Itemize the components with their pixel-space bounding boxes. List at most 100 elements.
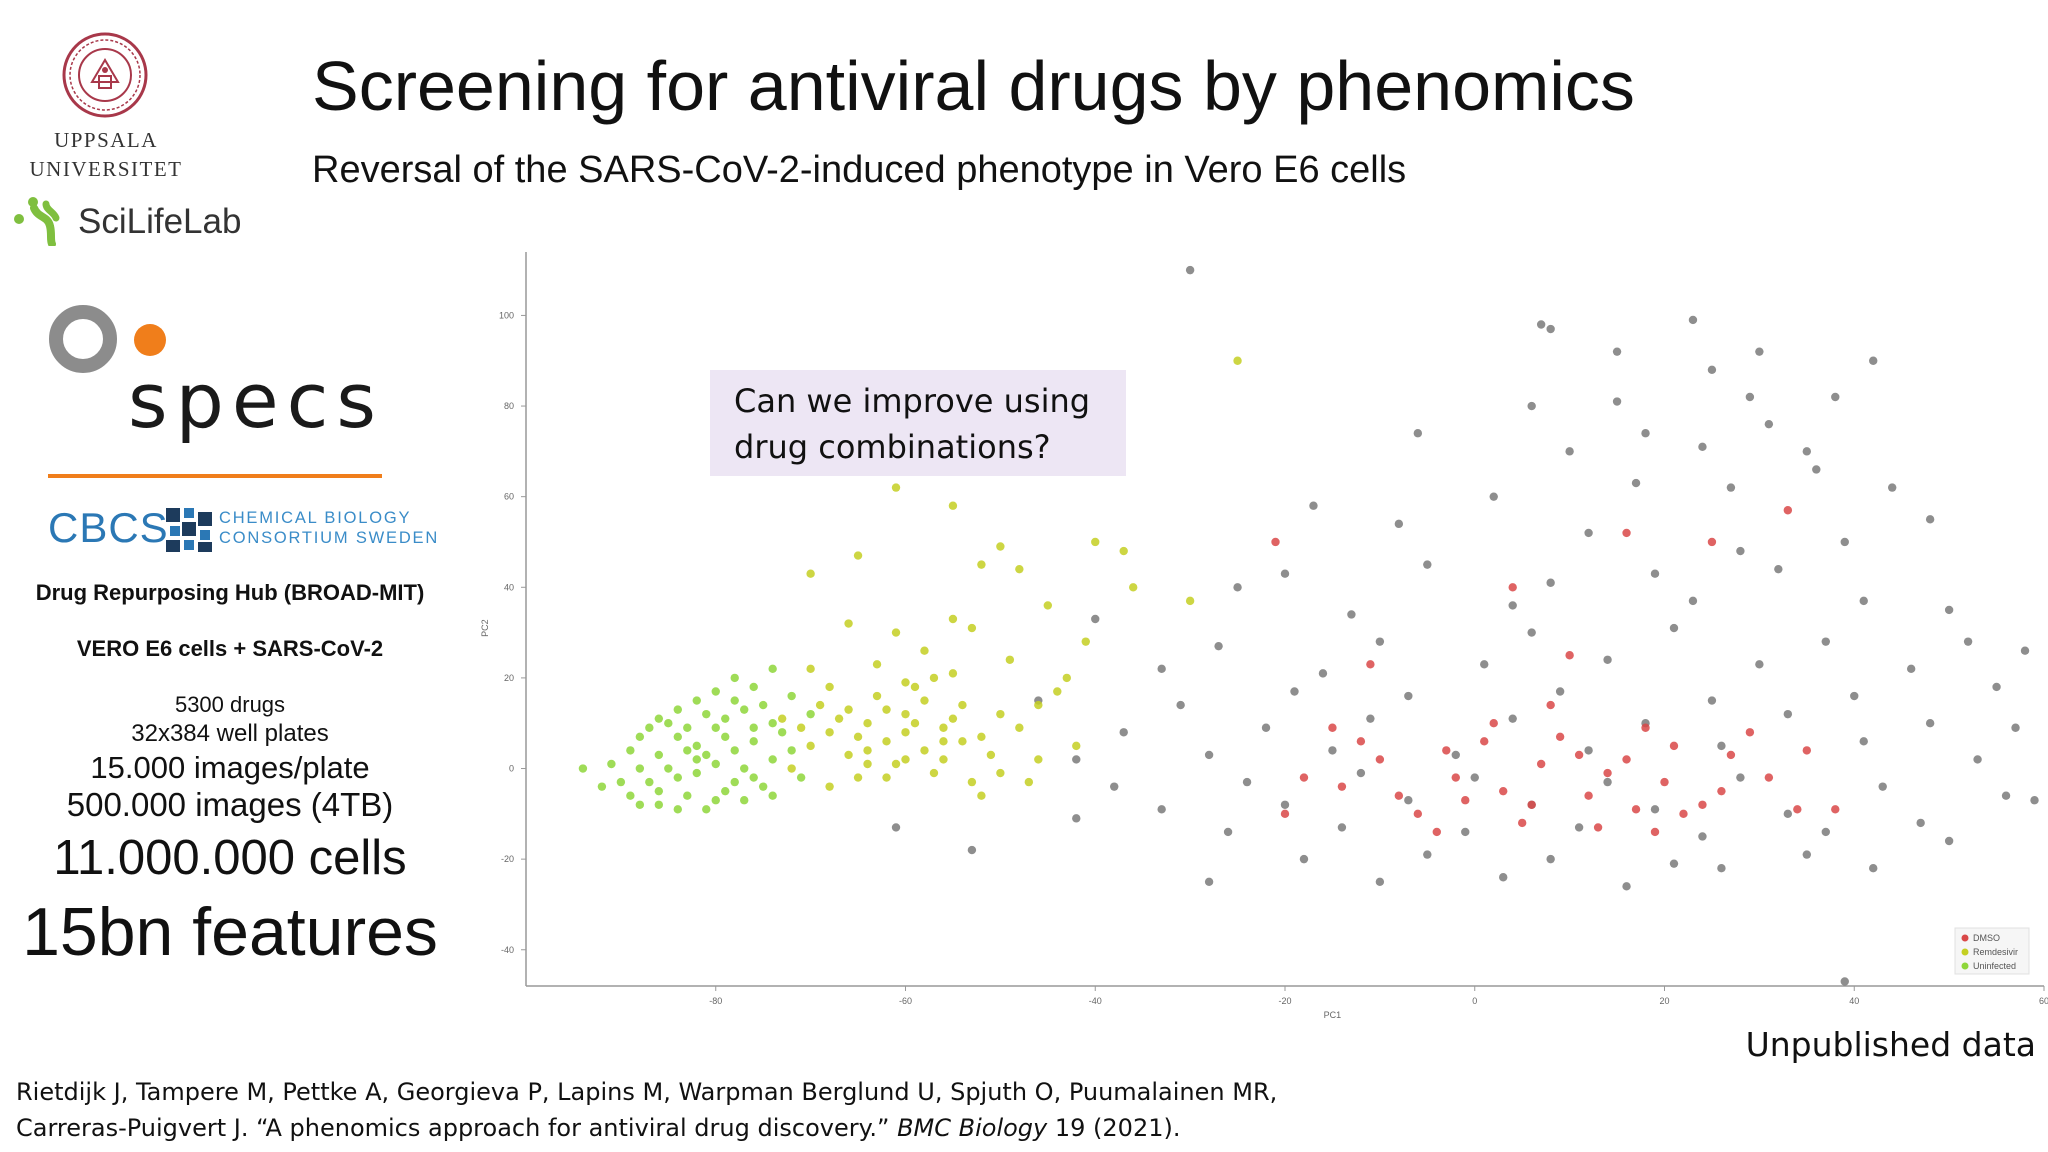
data-point [1233,583,1242,592]
data-point [1347,610,1356,619]
data-point [1280,800,1290,809]
data-point [1508,583,1517,592]
data-point [721,732,730,742]
data-point [1802,746,1812,755]
data-point [1698,800,1707,809]
data-point [1878,782,1887,791]
data-point [1565,651,1574,660]
y-tick-label: 40 [504,582,514,592]
data-point [1185,596,1195,606]
y-tick-label: -40 [501,945,514,955]
slide-subtitle: Reversal of the SARS-CoV-2-induced pheno… [312,149,1407,191]
data-point [2011,723,2020,732]
data-point [891,483,901,492]
data-point [1821,827,1830,837]
data-point [977,560,986,569]
data-point [1214,641,1223,651]
scilifelab-mark-icon [14,197,60,246]
y-tick-label: 100 [499,310,514,320]
data-point [825,682,834,692]
data-point [692,696,701,705]
data-point [1831,805,1840,814]
data-point [635,732,645,742]
data-point [939,737,948,746]
data-point [749,773,758,782]
data-point [758,700,768,710]
series-unlabeled-compounds [891,265,2039,986]
data-point [1366,714,1375,723]
data-point [1299,854,1309,864]
data-point [2020,646,2030,655]
series-uninfected [578,664,815,814]
specs-ring-icon [49,305,117,373]
citation: Rietdijk J, Tampere M, Pettke A, Georgie… [16,1074,1277,1146]
data-point [1555,732,1565,742]
data-point [768,719,777,728]
data-point [910,719,920,728]
data-point [1755,347,1764,356]
data-point [758,782,768,791]
data-point [948,614,958,624]
data-point [1736,546,1745,556]
cbcs-subtitle: CHEMICAL BIOLOGY CONSORTIUM SWEDEN [219,508,439,548]
data-point [1517,818,1527,828]
data-point [1527,401,1536,411]
data-point [1593,823,1603,832]
legend-marker [1961,948,1969,956]
data-point [1698,442,1707,452]
data-point [1764,419,1774,429]
data-point [1328,746,1337,755]
data-point [683,746,692,755]
data-point [901,709,910,719]
data-point [1337,823,1347,832]
data-point [806,741,815,751]
data-point [882,705,891,714]
cbcs-wordmark: CBCS [48,504,169,551]
chart-legend: DMSO Remdesivir Uninfected [1954,927,2030,975]
data-point [1802,850,1812,859]
data-point [1821,637,1830,646]
data-point [977,732,986,742]
data-point [1015,723,1024,732]
data-point [1119,546,1128,556]
data-point [1717,741,1726,751]
data-point [1755,660,1764,669]
uppsala-line1: UPPSALA [54,128,158,152]
data-point [645,723,654,732]
y-tick-label: -20 [501,854,514,864]
data-point [1612,347,1622,356]
x-tick-label: 0 [1472,996,1477,1006]
data-point [1185,265,1195,275]
data-point [1850,691,1859,701]
data-point [853,773,863,782]
data-point [730,746,739,755]
data-point [1489,719,1498,728]
data-point [1394,791,1404,800]
data-point [626,791,635,800]
data-point [1707,537,1717,547]
data-point [1318,669,1328,678]
data-point [768,755,777,764]
data-point [1110,782,1119,791]
data-point [929,768,939,778]
x-tick-label: -60 [899,996,912,1006]
data-point [645,777,654,787]
data-point [1356,768,1366,778]
data-point [996,709,1005,719]
data-point [872,660,882,669]
data-point [1869,863,1878,873]
y-axis-label: PC2 [480,619,490,637]
data-point [654,800,664,809]
data-point [1546,578,1555,587]
data-point [777,728,787,737]
data-point [1698,832,1707,841]
legend-label: Uninfected [1973,961,2016,971]
data-point [607,759,616,769]
pca-scatter-chart: -80 -60 -40 -20 0 20 40 60 -40 -20 0 20 40 60 80 100 PC1… [480,252,2048,1020]
data-point [777,714,787,723]
y-tick-label: 80 [504,401,514,411]
data-point [1859,596,1868,606]
uppsala-wordmark: UPPSALA UNIVERSITET [20,126,192,184]
data-point [1783,506,1793,515]
data-point [749,737,758,746]
